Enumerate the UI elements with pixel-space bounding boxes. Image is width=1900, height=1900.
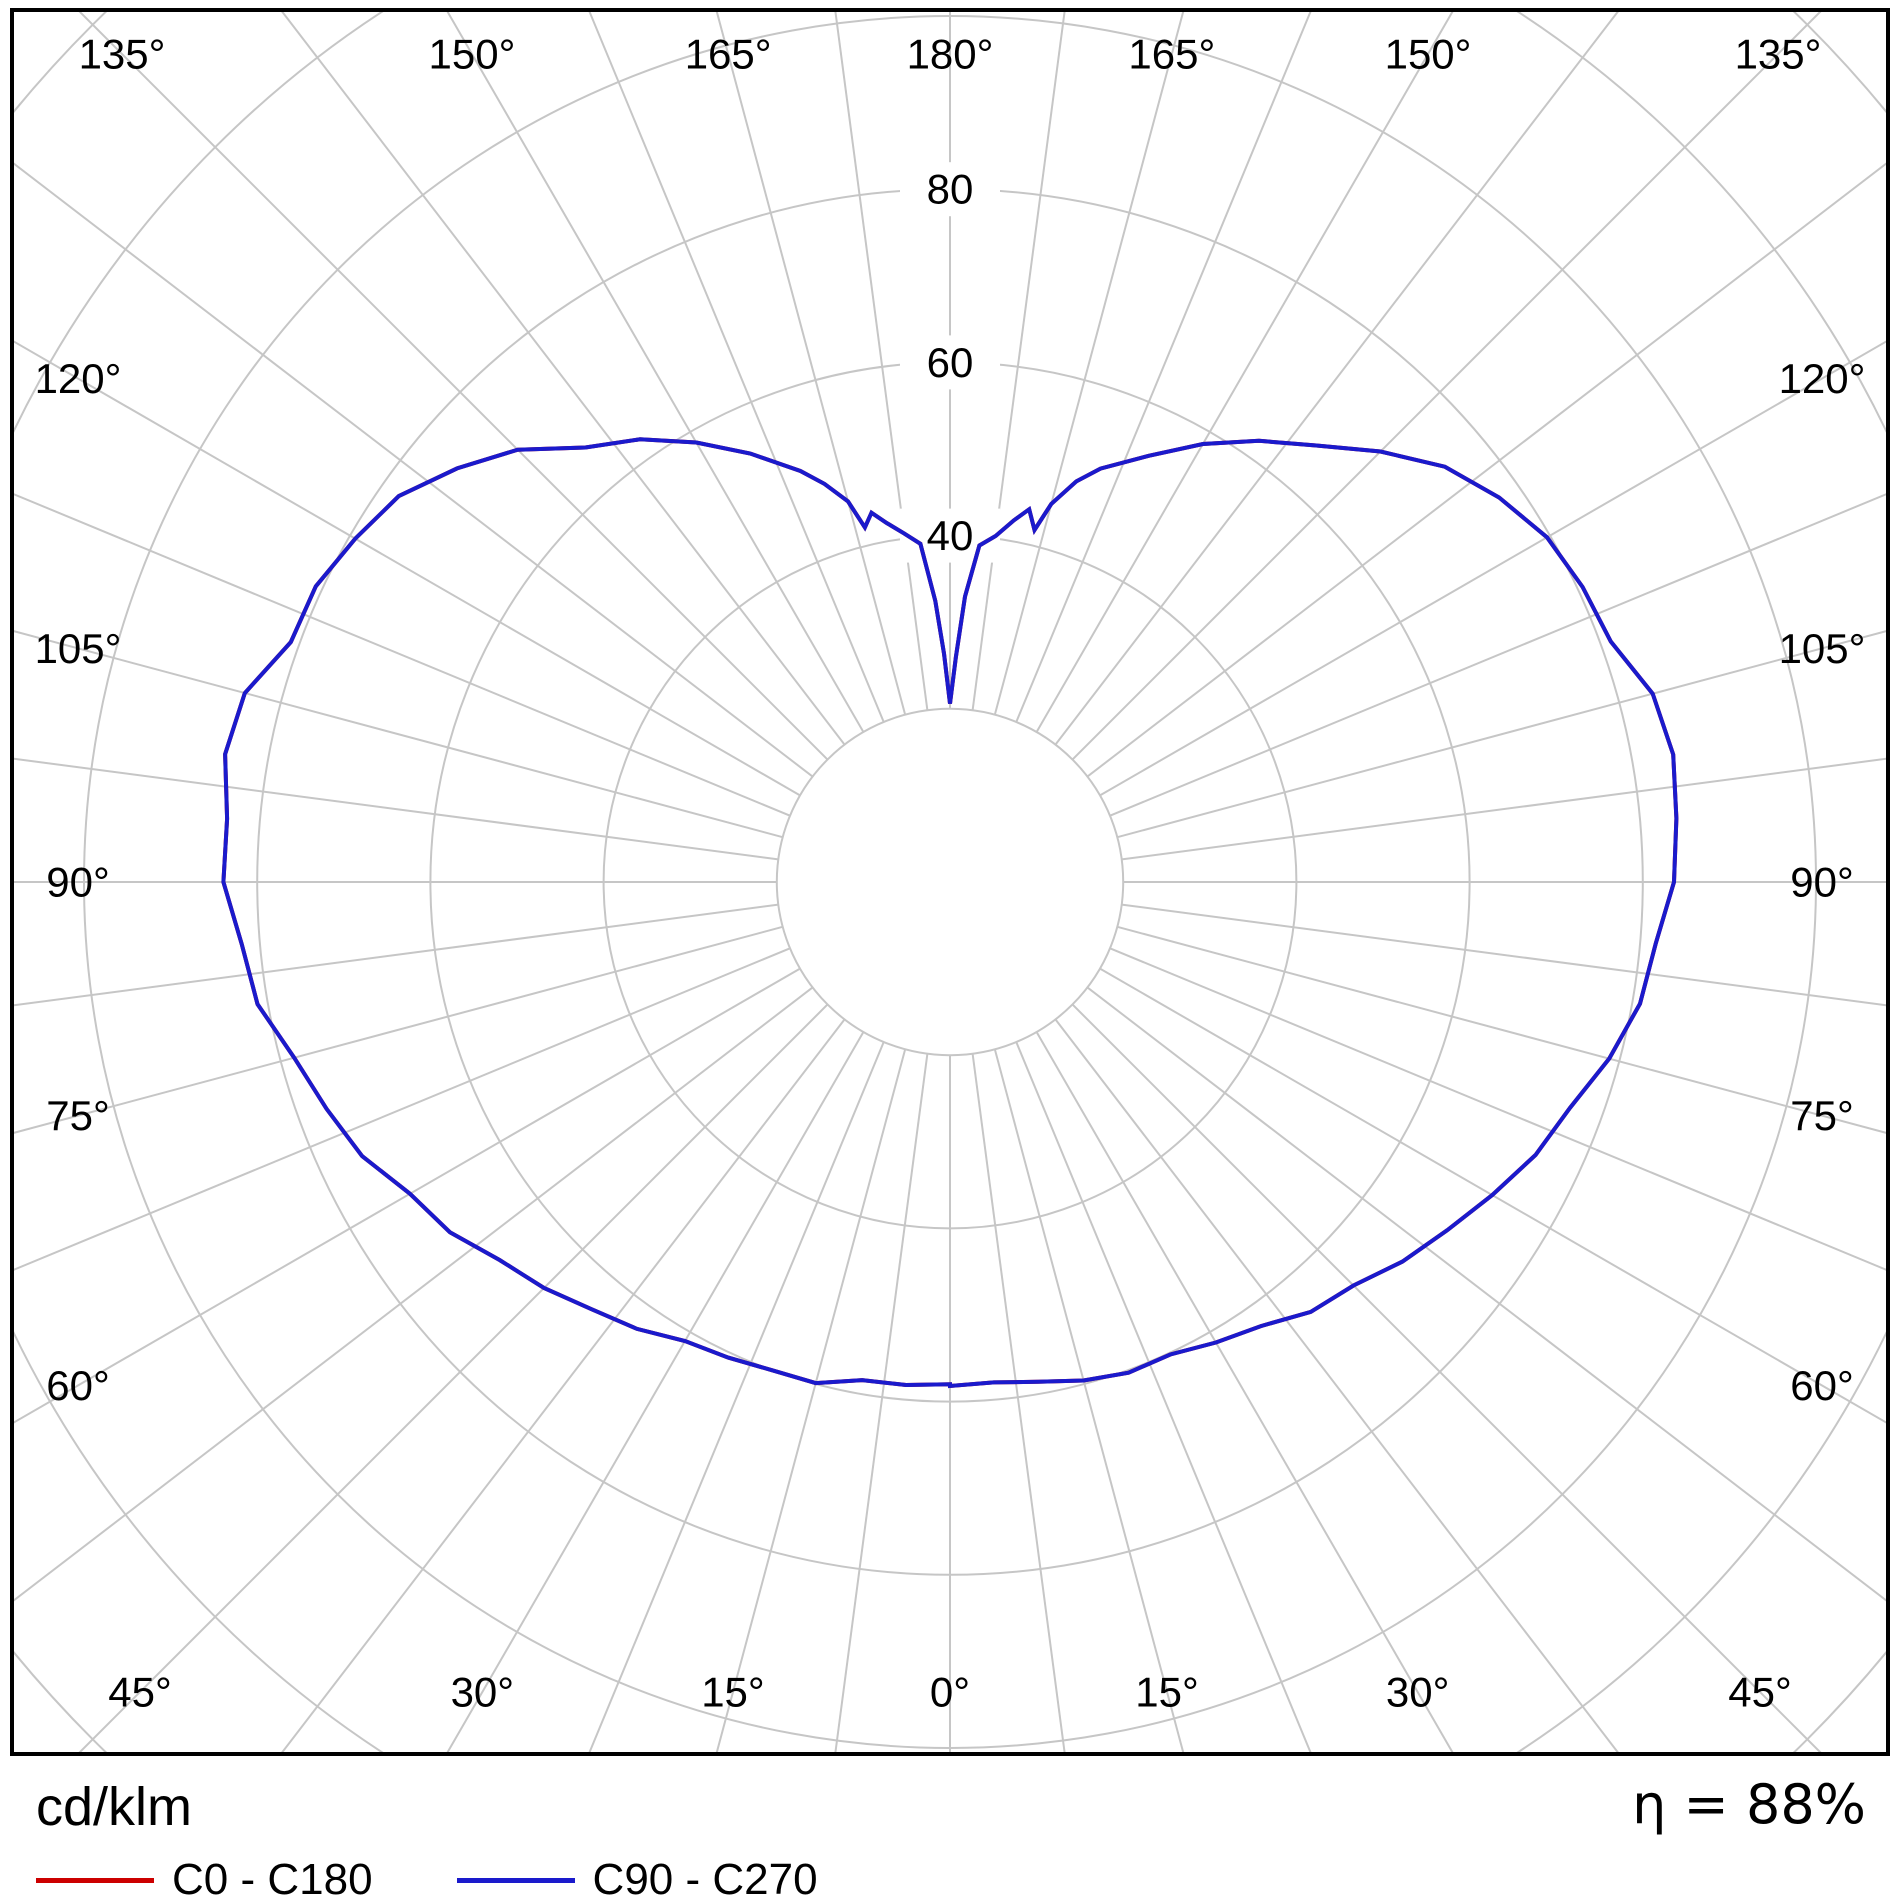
legend-item-c90-c270: C90 - C270 [456, 1855, 818, 1900]
legend-line-blue-icon [456, 1877, 575, 1883]
svg-text:60°: 60° [1790, 1362, 1854, 1409]
svg-text:150°: 150° [1385, 31, 1472, 78]
svg-text:150°: 150° [429, 31, 516, 78]
legend-line-red-icon [36, 1877, 154, 1883]
intensity-curves [221, 437, 1679, 1389]
svg-text:75°: 75° [1790, 1092, 1854, 1139]
svg-text:30°: 30° [1386, 1669, 1450, 1716]
svg-text:105°: 105° [35, 625, 122, 672]
legend-label-c0-c180: C0 - C180 [172, 1855, 373, 1900]
svg-text:120°: 120° [1779, 355, 1866, 402]
svg-text:75°: 75° [46, 1092, 110, 1139]
svg-text:135°: 135° [1735, 31, 1822, 78]
legend-label-c90-c270: C90 - C270 [592, 1855, 818, 1900]
svg-text:180°: 180° [907, 31, 994, 78]
efficiency-label: η = 88% [1632, 1773, 1866, 1836]
curve-1 [221, 437, 1679, 1389]
svg-text:0°: 0° [930, 1669, 970, 1716]
svg-text:30°: 30° [451, 1669, 515, 1716]
legend-item-c0-c180: C0 - C180 [36, 1858, 373, 1900]
svg-text:15°: 15° [701, 1669, 765, 1716]
svg-text:120°: 120° [35, 355, 122, 402]
svg-text:15°: 15° [1135, 1669, 1199, 1716]
svg-text:165°: 165° [1128, 31, 1215, 78]
svg-text:60: 60 [927, 339, 974, 386]
svg-text:45°: 45° [108, 1669, 172, 1716]
units-label: cd/klm [36, 1777, 193, 1837]
svg-text:80: 80 [927, 166, 974, 213]
radial-tick-labels: 40 60 80 [900, 162, 1000, 563]
svg-text:165°: 165° [685, 31, 772, 78]
svg-text:135°: 135° [79, 31, 166, 78]
svg-text:60°: 60° [46, 1362, 110, 1409]
svg-text:105°: 105° [1779, 625, 1866, 672]
legend: C0 - C180 C90 - C270 [36, 1858, 818, 1900]
svg-text:45°: 45° [1728, 1669, 1792, 1716]
angle-labels: 0° 15° 15° 30° 30° 45° 45° 60° 60° 75° 75° 90° 90° 10… [35, 31, 1866, 1716]
svg-text:40: 40 [927, 512, 974, 559]
svg-text:90°: 90° [1790, 859, 1854, 906]
svg-text:90°: 90° [46, 859, 110, 906]
